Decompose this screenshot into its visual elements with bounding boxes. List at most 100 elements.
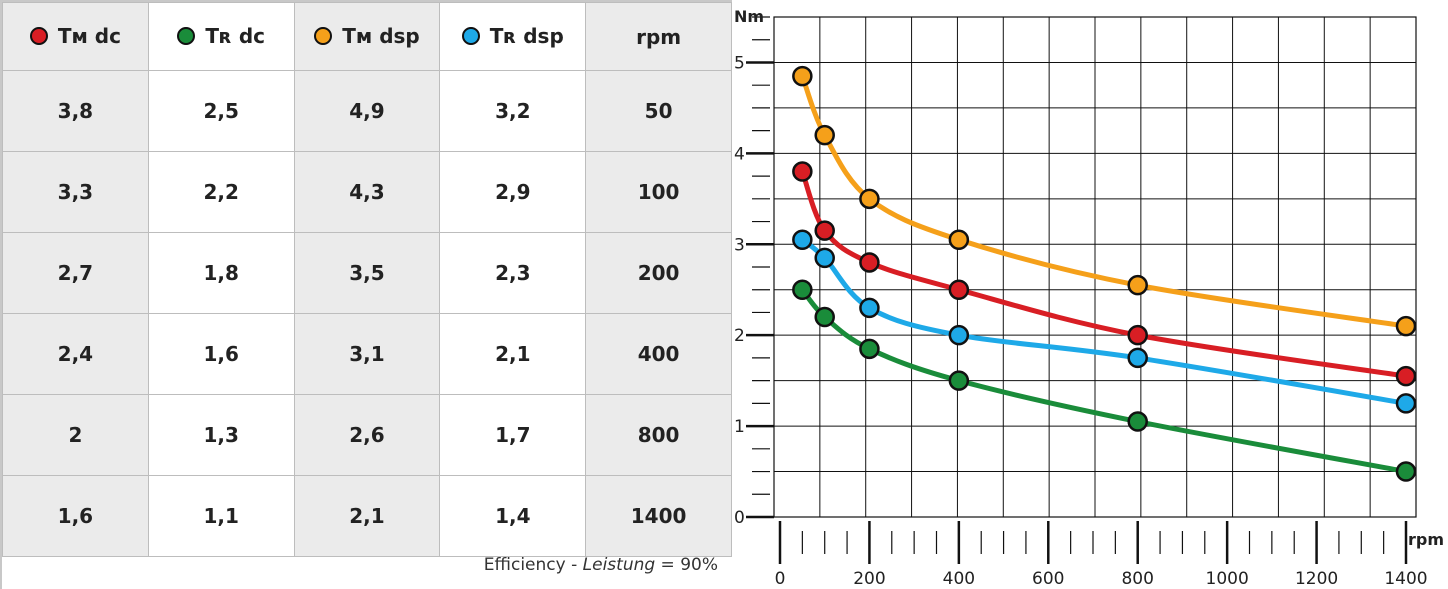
series-point-3 (948, 324, 970, 346)
table-cell: 1,3 (147, 394, 295, 476)
table-cell: 1,7 (439, 394, 587, 476)
column-header-2: Tм dsp (293, 2, 441, 71)
series-point-2 (1127, 274, 1148, 296)
table-cell: 3,1 (293, 313, 441, 395)
x-tick-label: 0 (775, 569, 786, 589)
table-cell: 4,9 (293, 70, 441, 152)
table-cell: 2 (2, 394, 149, 476)
table-cell: 3,3 (2, 151, 149, 233)
series-point-3 (792, 229, 813, 250)
table-cell: 3,8 (2, 70, 149, 152)
table-header-row: Tм dc Tʀ dc Tм dsp Tʀ dsp rpm (2, 2, 732, 71)
table-cell: 1400 (585, 475, 732, 557)
series-point-1 (814, 306, 835, 328)
series-point-2 (1395, 315, 1417, 337)
legend-dot-icon (29, 26, 48, 45)
table-cell: 3,2 (439, 70, 587, 152)
y-tick-label: 5 (734, 53, 745, 73)
column-header-3: Tʀ dsp (439, 2, 587, 71)
series-point-2 (859, 188, 880, 210)
table-row: 2,7 1,8 3,5 2,3 200 (2, 232, 732, 314)
table-cell: 2,3 (439, 232, 587, 314)
x-tick-label: 600 (1032, 569, 1064, 589)
legend-dot-icon (314, 26, 333, 45)
x-tick-label: 200 (853, 569, 885, 589)
table-cell: 100 (585, 151, 732, 233)
table-cell: 1,4 (439, 475, 587, 557)
column-header-label: Tʀ dsp (489, 23, 564, 48)
series-point-3 (1127, 347, 1148, 369)
y-tick-label: 2 (734, 326, 745, 346)
series-point-0 (792, 161, 813, 182)
table-cell: 1,1 (147, 475, 295, 557)
series-point-3 (814, 247, 835, 269)
table-cell: 1,6 (2, 475, 149, 557)
table-row: 3,8 2,5 4,9 3,2 50 (2, 70, 732, 152)
table-cell: 2,4 (2, 313, 149, 395)
series-point-3 (1395, 393, 1417, 414)
legend-dot-icon (177, 26, 196, 45)
table-cell: 2,6 (293, 394, 441, 476)
table-cell: 2,5 (147, 70, 295, 152)
table-cell: 200 (585, 232, 732, 314)
column-header-4: rpm (585, 2, 732, 71)
x-axis-unit: rpm (1408, 530, 1444, 549)
table-row: 3,3 2,2 4,3 2,9 100 (2, 151, 732, 233)
x-tick-label: 400 (943, 569, 975, 589)
efficiency-suffix: = 90% (655, 555, 718, 575)
column-header-label: Tʀ dc (205, 23, 265, 48)
series-point-2 (814, 124, 835, 146)
torque-table: Tм dc Tʀ dc Tм dsp Tʀ dsp rpm 3,8 2,5 4,9 3,2 50… (2, 2, 732, 557)
series-point-1 (1127, 411, 1148, 432)
x-tick-label: 1000 (1206, 569, 1249, 589)
series-point-3 (859, 297, 880, 319)
series-point-0 (1127, 324, 1148, 346)
x-tick-label: 1200 (1295, 569, 1338, 589)
series-point-1 (792, 279, 813, 300)
column-header-label: Tм dc (57, 23, 121, 48)
table-cell: 50 (585, 70, 732, 152)
x-tick-label: 1400 (1384, 569, 1427, 589)
chart-svg: 0 1 2 3 4 5 Nm 0 200 400 600 800 1000 1200 1400 rpm (734, 7, 1444, 589)
y-tick-label: 0 (734, 508, 745, 528)
table-row: 1,6 1,1 2,1 1,4 1400 (2, 475, 732, 557)
column-header-label: rpm (636, 24, 682, 49)
efficiency-italic: Leistung (582, 555, 656, 575)
y-axis-unit: Nm (734, 7, 764, 26)
table-cell: 1,6 (147, 313, 295, 395)
table-cell: 1,8 (147, 232, 295, 314)
column-header-0: Tм dc (2, 2, 149, 71)
series-point-1 (948, 370, 970, 391)
series-point-2 (792, 65, 813, 87)
table-row: 2 1,3 2,6 1,7 800 (2, 394, 732, 476)
series-point-0 (859, 252, 880, 273)
efficiency-note: Efficiency - Leistung = 90% (484, 555, 718, 575)
table-cell: 800 (585, 394, 732, 476)
table-cell: 2,7 (2, 232, 149, 314)
series-point-0 (814, 220, 835, 241)
table-row: 2,4 1,6 3,1 2,1 400 (2, 313, 732, 395)
series-point-0 (1395, 365, 1417, 387)
series-point-1 (859, 338, 880, 360)
torque-chart: 0 1 2 3 4 5 Nm 0 200 400 600 800 1000 1200 1400 rpm (732, 0, 1448, 589)
efficiency-prefix: Efficiency - (483, 555, 583, 575)
x-tick-label: 800 (1121, 569, 1153, 589)
column-header-1: Tʀ dc (147, 2, 295, 71)
series-point-2 (948, 229, 970, 250)
table-cell: 400 (585, 313, 732, 395)
table-cell: 2,9 (439, 151, 587, 233)
table-cell: 2,1 (439, 313, 587, 395)
series-point-1 (1395, 461, 1417, 482)
column-header-label: Tм dsp (342, 23, 420, 48)
table-cell: 3,5 (293, 232, 441, 314)
table-cell: 2,1 (293, 475, 441, 557)
torque-table-panel: Tм dc Tʀ dc Tм dsp Tʀ dsp rpm 3,8 2,5 4,9 3,2 50… (0, 0, 732, 589)
y-tick-label: 4 (734, 144, 745, 164)
y-tick-label: 3 (734, 235, 745, 255)
legend-dot-icon (461, 26, 480, 45)
table-cell: 2,2 (147, 151, 295, 233)
series-point-0 (948, 279, 970, 300)
y-tick-label: 1 (734, 417, 745, 437)
table-cell: 4,3 (293, 151, 441, 233)
